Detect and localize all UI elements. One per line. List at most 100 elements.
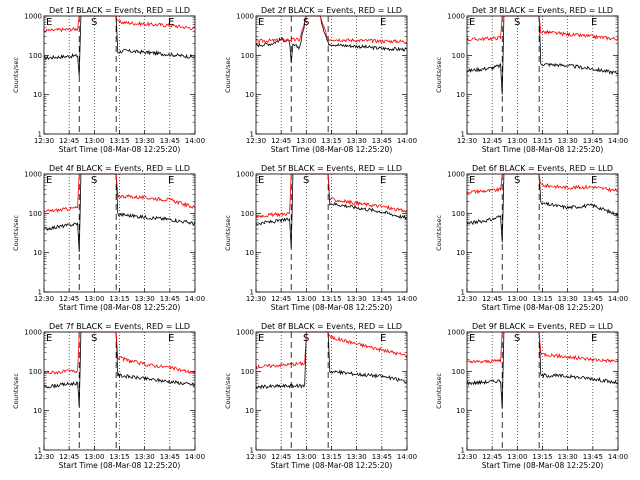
x-tick-label: 13:15 — [532, 453, 552, 461]
x-tick-label: 12:45 — [271, 295, 291, 303]
y-axis-label: Counts/sec — [224, 57, 232, 93]
detector-panel-9: Det 9f BLACK = Events, RED = LLD 1 10 100 10… — [435, 322, 628, 470]
y-tick-label: 100 — [29, 52, 42, 60]
y-tick-label: 1000 — [236, 171, 254, 179]
panel-title: Det 6f BLACK = Events, RED = LLD — [472, 164, 613, 173]
series-line-events — [466, 173, 619, 243]
y-tick-label: 10 — [245, 407, 254, 415]
panel-title: Det 1f BLACK = Events, RED = LLD — [49, 6, 190, 15]
x-axis-label: Start Time (08-Mar-08 12:25:20) — [271, 145, 393, 154]
y-axis-label: Counts/sec — [435, 373, 443, 409]
x-tick-label: 13:45 — [583, 295, 603, 303]
x-tick-label: 12:30 — [457, 137, 477, 145]
series-line-events — [466, 331, 619, 409]
plot-frame — [43, 173, 196, 293]
plot-frame — [43, 15, 196, 135]
x-tick-label: 13:00 — [507, 453, 527, 461]
y-axis-label: Counts/sec — [224, 215, 232, 251]
y-tick-label: 10 — [245, 249, 254, 257]
x-tick-label: 12:45 — [482, 137, 502, 145]
x-tick-label: 13:15 — [109, 295, 129, 303]
x-tick-label: 13:00 — [507, 137, 527, 145]
series-line-events — [43, 15, 196, 77]
x-tick-label: 14:00 — [185, 137, 205, 145]
interval-marker-e: E — [380, 17, 386, 28]
series-line-events — [43, 331, 196, 408]
detector-panel-3: Det 3f BLACK = Events, RED = LLD 1 10 100 10… — [435, 6, 628, 154]
x-tick-label: 12:45 — [271, 137, 291, 145]
interval-marker-e: E — [168, 175, 174, 186]
y-tick-label: 1 — [461, 131, 465, 139]
y-axis-label: Counts/sec — [224, 373, 232, 409]
interval-marker-s: S — [91, 17, 97, 28]
x-tick-label: 12:45 — [59, 453, 79, 461]
interval-marker-e: E — [168, 17, 174, 28]
plot-frame — [466, 15, 619, 135]
x-tick-label: 13:30 — [347, 295, 367, 303]
y-tick-label: 1000 — [447, 171, 465, 179]
x-tick-label: 13:45 — [583, 137, 603, 145]
interval-marker-s: S — [91, 333, 97, 344]
x-axis-label: Start Time (08-Mar-08 12:25:20) — [59, 461, 181, 470]
detector-panel-8: Det 8f BLACK = Events, RED = LLD 1 10 100 10… — [224, 322, 417, 470]
x-axis-label: Start Time (08-Mar-08 12:25:20) — [59, 303, 181, 312]
panel-title: Det 5f BLACK = Events, RED = LLD — [261, 164, 402, 173]
interval-marker-e: E — [469, 175, 475, 186]
x-tick-label: 12:30 — [34, 137, 54, 145]
detector-panel-1: Det 1f BLACK = Events, RED = LLD 1 10 100 10… — [12, 6, 205, 154]
y-tick-label: 100 — [29, 368, 42, 376]
series-line-lld — [43, 15, 196, 34]
interval-marker-e: E — [168, 333, 174, 344]
x-tick-label: 12:30 — [246, 295, 266, 303]
interval-marker-s: S — [514, 175, 520, 186]
x-tick-label: 13:15 — [109, 137, 129, 145]
x-tick-label: 13:00 — [507, 295, 527, 303]
series-line-events — [43, 173, 196, 253]
panel-title: Det 3f BLACK = Events, RED = LLD — [472, 6, 613, 15]
plot-frame — [255, 173, 408, 293]
y-tick-label: 100 — [241, 52, 254, 60]
y-tick-label: 100 — [452, 210, 465, 218]
interval-marker-e: E — [46, 17, 52, 28]
interval-marker-e: E — [46, 175, 52, 186]
detector-panel-2: Det 2f BLACK = Events, RED = LLD 1 10 100 10… — [224, 6, 417, 154]
y-tick-label: 10 — [33, 91, 42, 99]
y-tick-label: 100 — [452, 368, 465, 376]
x-tick-label: 13:30 — [558, 453, 578, 461]
y-tick-label: 100 — [241, 210, 254, 218]
y-tick-label: 1000 — [236, 329, 254, 337]
panel-title: Det 4f BLACK = Events, RED = LLD — [49, 164, 190, 173]
x-tick-label: 13:15 — [532, 137, 552, 145]
y-tick-label: 10 — [33, 407, 42, 415]
x-tick-label: 13:30 — [135, 453, 155, 461]
y-tick-label: 1000 — [447, 329, 465, 337]
x-tick-label: 12:30 — [246, 453, 266, 461]
x-tick-label: 14:00 — [397, 295, 417, 303]
x-axis-label: Start Time (08-Mar-08 12:25:20) — [271, 303, 393, 312]
interval-marker-e: E — [591, 333, 597, 344]
series-line-events — [466, 15, 619, 95]
x-tick-label: 13:45 — [372, 137, 392, 145]
interval-marker-e: E — [469, 17, 475, 28]
y-tick-label: 1 — [461, 289, 465, 297]
x-tick-label: 13:00 — [84, 137, 104, 145]
interval-marker-s: S — [514, 17, 520, 28]
x-tick-label: 14:00 — [608, 295, 628, 303]
interval-marker-s: S — [303, 333, 309, 344]
y-tick-label: 1000 — [236, 13, 254, 21]
x-tick-label: 14:00 — [397, 453, 417, 461]
interval-marker-s: S — [303, 17, 309, 28]
series-line-lld — [255, 173, 408, 219]
x-tick-label: 13:15 — [321, 295, 341, 303]
interval-marker-e: E — [380, 333, 386, 344]
panel-title: Det 2f BLACK = Events, RED = LLD — [261, 6, 402, 15]
series-line-lld — [466, 15, 619, 42]
x-tick-label: 13:00 — [296, 137, 316, 145]
x-tick-label: 13:15 — [109, 453, 129, 461]
interval-marker-e: E — [591, 175, 597, 186]
x-axis-label: Start Time (08-Mar-08 12:25:20) — [482, 145, 604, 154]
y-tick-label: 100 — [29, 210, 42, 218]
x-tick-label: 13:15 — [532, 295, 552, 303]
panel-title: Det 9f BLACK = Events, RED = LLD — [472, 322, 613, 331]
